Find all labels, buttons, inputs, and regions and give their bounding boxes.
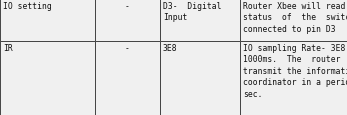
Bar [0, 42, 95, 115]
Bar [95, 0, 160, 42]
Text: IO setting: IO setting [3, 2, 52, 11]
Text: -: - [125, 2, 130, 11]
Bar [160, 42, 240, 115]
Bar [240, 0, 347, 42]
Bar [95, 42, 160, 115]
Bar [160, 0, 240, 42]
Text: -: - [125, 44, 130, 53]
Bar [240, 42, 347, 115]
Text: D3-  Digital
Input: D3- Digital Input [163, 2, 221, 22]
Text: Router Xbee will read the
status  of  the  switch
connected to pin D3: Router Xbee will read the status of the … [243, 2, 347, 34]
Text: IO sampling Rate- 3E8 means
1000ms.  The  router  will
transmit the information : IO sampling Rate- 3E8 means 1000ms. The … [243, 44, 347, 98]
Text: IR: IR [3, 44, 13, 53]
Bar [0, 0, 95, 42]
Text: 3E8: 3E8 [163, 44, 178, 53]
